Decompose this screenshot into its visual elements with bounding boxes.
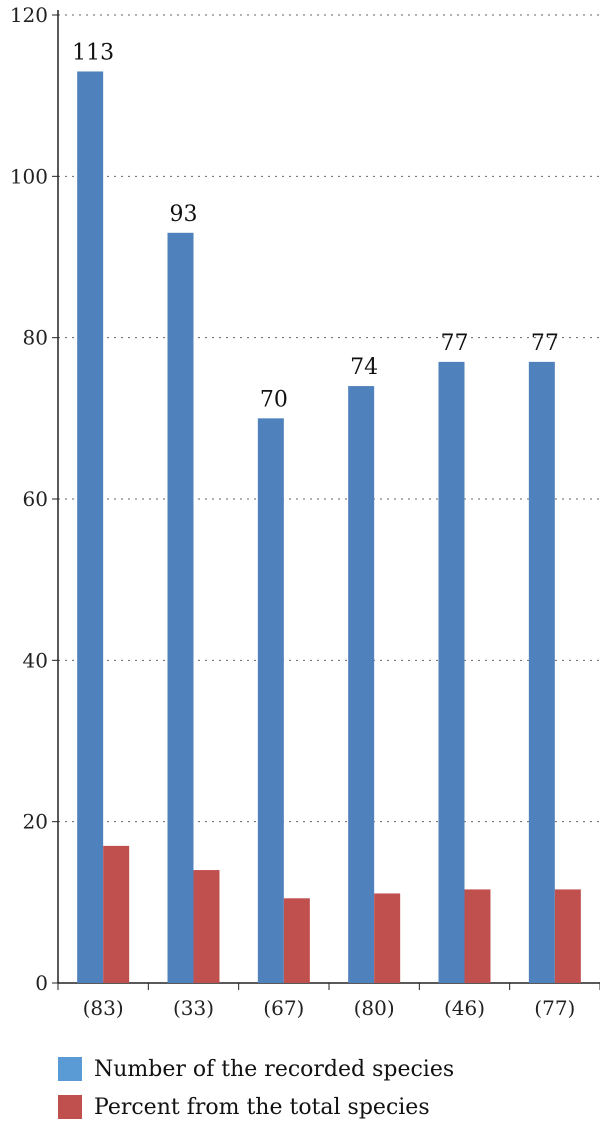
legend-label-recorded-species: Number of the recorded species <box>94 1056 455 1082</box>
y-tick-label: 120 <box>10 3 48 27</box>
bar-percent-total <box>554 889 581 983</box>
legend-item-percent-total: Percent from the total species <box>58 1088 454 1126</box>
y-tick-label: 80 <box>23 326 48 350</box>
x-tick-label: (67) <box>263 996 304 1020</box>
data-label: 74 <box>350 355 378 380</box>
y-tick-label: 100 <box>10 164 48 188</box>
x-tick-label: (80) <box>354 996 395 1020</box>
legend-swatch-recorded-species <box>58 1057 82 1081</box>
y-tick-label: 60 <box>23 487 48 511</box>
bar-recorded-species <box>438 361 465 983</box>
y-tick-label: 40 <box>23 648 48 672</box>
legend-swatch-percent-total <box>58 1095 82 1119</box>
bar-percent-total <box>193 870 220 983</box>
x-tick-label: (46) <box>444 996 485 1020</box>
x-tick-label: (83) <box>83 996 124 1020</box>
bar-percent-total <box>283 898 310 983</box>
bar-recorded-species <box>528 361 555 983</box>
y-tick-label: 20 <box>23 810 48 834</box>
legend-label-percent-total: Percent from the total species <box>94 1094 430 1120</box>
legend-item-recorded-species: Number of the recorded species <box>58 1050 454 1088</box>
data-label: 93 <box>170 202 198 227</box>
legend: Number of the recorded species Percent f… <box>58 1050 454 1126</box>
data-label: 113 <box>72 40 114 65</box>
bar-chart: 0 20 40 60 80 100 120 (83) (33) (67) (80) (46) (77) 1… <box>10 3 600 1020</box>
bar-percent-total <box>464 889 491 983</box>
data-label: 77 <box>531 331 559 356</box>
bar-percent-total <box>374 893 401 983</box>
x-tick-label: (33) <box>173 996 214 1020</box>
bar-recorded-species <box>167 232 194 984</box>
y-tick-label: 0 <box>35 971 48 995</box>
data-label: 70 <box>260 387 288 412</box>
bar-recorded-species <box>77 71 104 983</box>
bar-recorded-species <box>348 386 375 984</box>
data-label: 77 <box>441 331 469 356</box>
x-tick-label: (77) <box>534 996 575 1020</box>
bar-recorded-species <box>257 418 284 983</box>
bar-percent-total <box>103 845 130 983</box>
